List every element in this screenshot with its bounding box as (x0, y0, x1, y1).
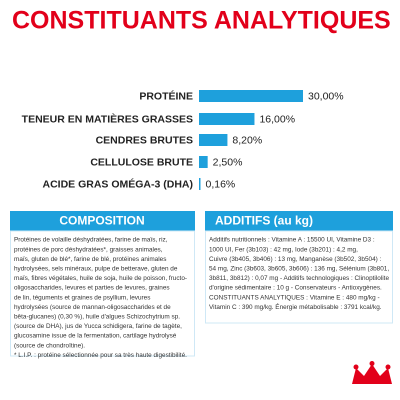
bar (199, 156, 208, 168)
body-line: 3b811, 3b812) : 0,07 mg - Additifs techn… (209, 275, 389, 282)
body-line: de lin, téguments et graines de psyllium… (14, 294, 150, 301)
body-line: * L.I.P. : protéine sélectionnée pour sa… (14, 352, 187, 359)
bar (199, 134, 228, 146)
body-line: 54 mg, Zinc (3b603, 3b605, 3b606) : 136 … (209, 265, 389, 272)
category-label: PROTÉINE (139, 89, 193, 102)
body-line: (source de DHA), jus de Yucca schidigera… (14, 323, 182, 330)
category-label: TENEUR EN MATIÈRES GRASSES (22, 112, 193, 125)
value-label: 2,50% (213, 156, 243, 168)
composition-box (10, 230, 195, 357)
body-line: CONSTITUANTS ANALYTIQUES : Vitamine E : … (209, 294, 380, 301)
body-line: 1000 UI, Fer (3b103) : 42 mg, Iode (3b20… (209, 246, 358, 253)
body-line: (source de chondroïtine). (14, 342, 85, 349)
value-label: 16,00% (259, 113, 295, 125)
body-line: protéines de porc déshydratées*, graisse… (14, 246, 163, 253)
body-line: d'origine sédimentaire : 10 g - Conserva… (209, 285, 382, 292)
value-label: 8,20% (232, 134, 262, 146)
bar (199, 90, 303, 102)
body-line: glucosamine issue de la fermentation, ca… (14, 333, 177, 340)
body-line: maïs, fibres végétales, huile de soja, h… (14, 275, 187, 282)
bar (199, 113, 255, 125)
body-line: Protéines de volaille déshydratées, fari… (14, 237, 168, 244)
body-line: oligosaccharides, levures et parties de … (14, 285, 170, 292)
composition-title: COMPOSITION (59, 214, 144, 228)
additifs-box (205, 230, 393, 324)
body-line: hydrolysées (source de mannan-oligosacch… (14, 304, 171, 311)
chart-title: CONSTITUANTS ANALYTIQUES (12, 7, 391, 35)
composition-header (10, 211, 195, 231)
category-label: CENDRES BRUTES (96, 134, 193, 146)
category-label: CELLULOSE BRUTE (90, 156, 193, 168)
body-line: hydrolysées, sels minéraux, pulpe de bet… (14, 265, 178, 272)
logo (352, 361, 392, 384)
value-label: 30,00% (308, 90, 344, 102)
body-line: bêta-glucanes) (0,30 %), huile d'algues … (14, 313, 180, 320)
body-line: Vitamin C : 390 mg/kg. Énergie métabolis… (209, 302, 382, 311)
additifs-header (205, 211, 393, 231)
additifs-title: ADDITIFS (au kg) (215, 214, 313, 228)
body-line: Additifs nutritionnels : Vitamine A : 15… (209, 237, 375, 244)
body-line: maïs, gluten de blé*, farine de blé, pro… (14, 256, 166, 263)
category-label: ACIDE GRAS OMÉGA-3 (DHA) (42, 177, 193, 190)
body-line: Cuivre (3b405, 3b406) : 13 mg, Manganèse… (209, 256, 382, 263)
bar (199, 178, 201, 190)
value-label: 0,16% (206, 178, 236, 190)
